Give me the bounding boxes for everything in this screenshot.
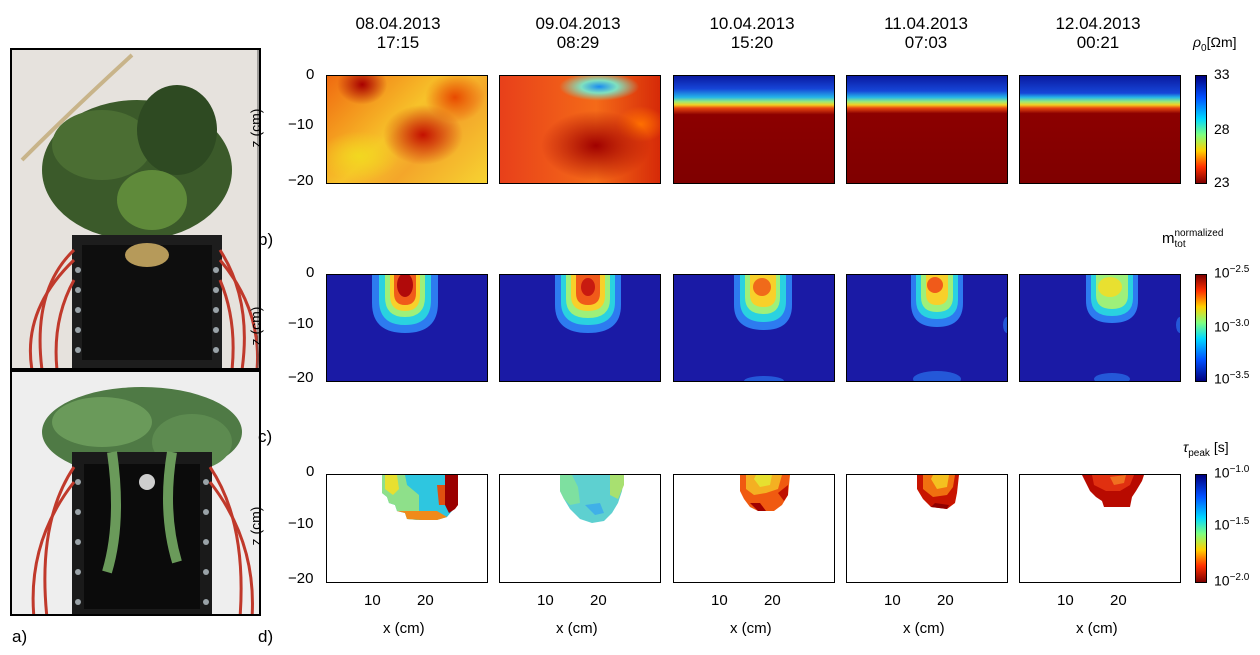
tick-exponent: −3.5 <box>1229 370 1250 381</box>
m-subscript: tot <box>1174 239 1186 250</box>
rho-subscript: 0 <box>1201 42 1207 54</box>
ytick-r2-10: −10 <box>288 315 314 332</box>
xtick-3-10: 10 <box>711 592 728 609</box>
tick-base: 10 <box>1214 370 1230 387</box>
timestamp-3: 10.04.2013 15:20 <box>672 14 832 52</box>
ytick-r2-0: 0 <box>306 264 315 281</box>
tick-base: 10 <box>1214 318 1230 335</box>
resistivity-colorbar-title: ρ0[Ωm] <box>1193 34 1237 54</box>
tick-base: 10 <box>1214 264 1230 281</box>
ytick-r3-20: −20 <box>288 570 314 587</box>
xtick-1-20: 20 <box>417 592 434 609</box>
tau-unit: [s] <box>1213 439 1229 455</box>
tick-base: 10 <box>1214 464 1230 481</box>
tick-exponent: −2.0 <box>1229 572 1250 583</box>
ytick-r3-0: 0 <box>306 463 315 480</box>
timestamp-time: 08:29 <box>556 33 600 52</box>
tick-exponent: −1.5 <box>1229 516 1250 527</box>
tau-subscript: peak <box>1188 447 1210 459</box>
resistivity-tick-33: 33 <box>1214 66 1230 82</box>
x-axis-label-1: x (cm) <box>383 620 425 637</box>
timestamp-1: 08.04.2013 17:15 <box>318 14 478 52</box>
xtick-5-10: 10 <box>1057 592 1074 609</box>
relaxation-map-2 <box>499 474 661 583</box>
xtick-1-10: 10 <box>364 592 381 609</box>
timestamp-date: 12.04.2013 <box>1055 14 1141 33</box>
chargeability-map-2 <box>499 274 661 382</box>
timestamp-date: 09.04.2013 <box>535 14 621 33</box>
resistivity-map-1 <box>326 75 488 184</box>
chargeability-colorbar-title: m normalized tot <box>1162 228 1223 250</box>
ytick-r1-20: −20 <box>288 172 314 189</box>
rho-symbol: ρ <box>1193 34 1202 50</box>
xtick-3-20: 20 <box>764 592 781 609</box>
m-superscript: normalized <box>1174 228 1224 239</box>
m-symbol: m <box>1162 229 1175 247</box>
panel-label-c: c) <box>258 427 273 446</box>
xtick-5-20: 20 <box>1110 592 1127 609</box>
tick-base: 10 <box>1214 516 1230 533</box>
x-axis-label-4: x (cm) <box>903 620 945 637</box>
relaxation-tick-bottom: 10−2.0 <box>1214 572 1249 589</box>
y-axis-label-row1: z (cm) <box>247 108 264 148</box>
ytick-r2-20: −20 <box>288 369 314 386</box>
x-axis-label-3: x (cm) <box>730 620 772 637</box>
y-axis-label-row3: z (cm) <box>247 506 264 546</box>
timestamp-date: 11.04.2013 <box>884 14 968 33</box>
timestamp-time: 07:03 <box>904 33 948 52</box>
resistivity-map-4 <box>846 75 1008 184</box>
ytick-r1-0: 0 <box>306 66 315 83</box>
chargeability-tick-mid: 10−3.0 <box>1214 318 1249 335</box>
panel-label-d: d) <box>258 627 274 646</box>
tau-symbol: τ <box>1183 439 1189 455</box>
tick-exponent: −3.0 <box>1229 318 1250 329</box>
timestamp-date: 10.04.2013 <box>709 14 795 33</box>
chargeability-colorbar <box>1195 274 1207 382</box>
timestamp-4: 11.04.2013 07:03 <box>846 14 1006 52</box>
panel-label-b: b) <box>258 230 274 249</box>
xtick-4-20: 20 <box>937 592 954 609</box>
timestamp-time: 17:15 <box>376 33 420 52</box>
x-axis-label-5: x (cm) <box>1076 620 1118 637</box>
relaxation-colorbar <box>1195 474 1207 583</box>
tick-exponent: −1.0 <box>1229 464 1250 475</box>
chargeability-tick-bottom: 10−3.5 <box>1214 370 1249 387</box>
plant-photo-after <box>10 370 261 616</box>
y-axis-label-row2: z (cm) <box>247 306 264 346</box>
chargeability-tick-top: 10−2.5 <box>1214 264 1249 281</box>
panel-label-a: a) <box>12 627 28 646</box>
resistivity-colorbar <box>1195 75 1207 184</box>
timestamp-time: 00:21 <box>1076 33 1120 52</box>
timestamp-time: 15:20 <box>730 33 774 52</box>
relaxation-tick-top: 10−1.0 <box>1214 464 1249 481</box>
relaxation-map-5 <box>1019 474 1181 583</box>
resistivity-tick-28: 28 <box>1214 121 1230 137</box>
ytick-r3-10: −10 <box>288 515 314 532</box>
relaxation-map-3 <box>673 474 835 583</box>
resistivity-map-3 <box>673 75 835 184</box>
ytick-r1-10: −10 <box>288 116 314 133</box>
x-axis-label-2: x (cm) <box>556 620 598 637</box>
rho-unit: [Ωm] <box>1206 34 1237 50</box>
resistivity-tick-23: 23 <box>1214 174 1230 190</box>
xtick-2-20: 20 <box>590 592 607 609</box>
chargeability-map-3 <box>673 274 835 382</box>
chargeability-map-5 <box>1019 274 1181 382</box>
relaxation-map-4 <box>846 474 1008 583</box>
timestamp-5: 12.04.2013 00:21 <box>1018 14 1178 52</box>
plant-photo-before <box>10 48 261 370</box>
tick-exponent: −2.5 <box>1229 264 1250 275</box>
chargeability-map-1 <box>326 274 488 382</box>
chargeability-map-4 <box>846 274 1008 382</box>
resistivity-map-5 <box>1019 75 1181 184</box>
relaxation-colorbar-title: τpeak [s] <box>1183 439 1229 459</box>
xtick-2-10: 10 <box>537 592 554 609</box>
relaxation-tick-mid: 10−1.5 <box>1214 516 1249 533</box>
xtick-4-10: 10 <box>884 592 901 609</box>
tick-base: 10 <box>1214 572 1230 589</box>
resistivity-map-2 <box>499 75 661 184</box>
relaxation-map-1 <box>326 474 488 583</box>
timestamp-date: 08.04.2013 <box>355 14 441 33</box>
timestamp-2: 09.04.2013 08:29 <box>498 14 658 52</box>
